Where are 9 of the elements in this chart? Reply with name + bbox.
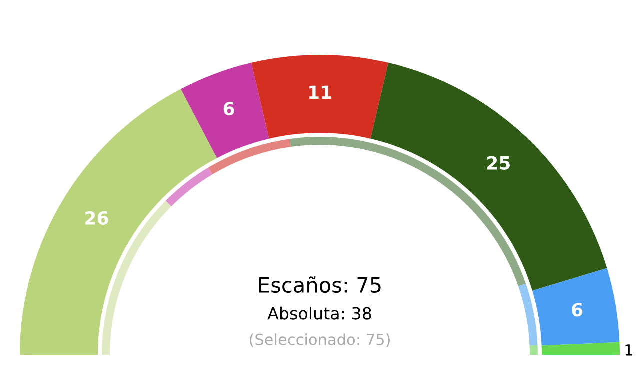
text: Escaños: 75 [259, 276, 381, 294]
data-label: 1 [626, 344, 632, 356]
data-label: 25 [488, 156, 510, 170]
data-label: 26 [86, 211, 108, 226]
text: Absoluta: 38 [268, 306, 372, 320]
text: (Seleccionado: 75) [250, 334, 390, 348]
data-label: 6 [224, 102, 234, 116]
data-label: 6 [572, 303, 583, 317]
data-label: 11 [309, 86, 332, 99]
